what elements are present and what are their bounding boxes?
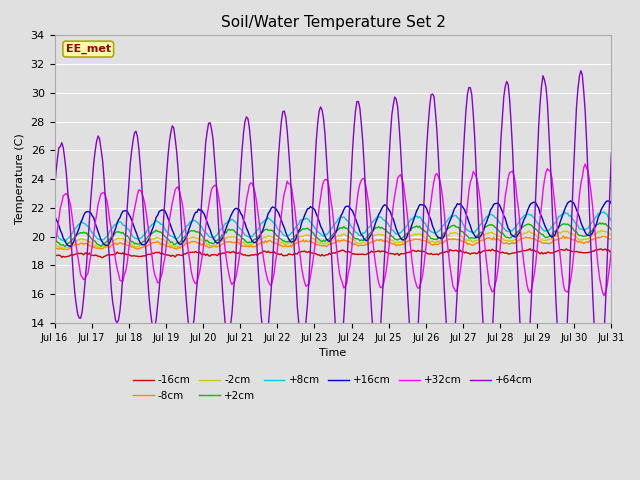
Text: EE_met: EE_met <box>66 44 111 54</box>
+16cm <box>88 213 96 219</box>
+64cm <box>607 150 615 156</box>
Line: -8cm: -8cm <box>54 236 611 250</box>
+32cm <box>581 161 589 167</box>
-2cm <box>51 240 58 246</box>
+64cm <box>70 275 77 280</box>
+32cm <box>447 274 455 279</box>
-2cm <box>607 233 615 239</box>
-2cm <box>597 228 605 233</box>
+16cm <box>51 212 58 217</box>
+64cm <box>447 360 455 365</box>
-8cm <box>559 233 567 239</box>
-2cm <box>88 241 96 247</box>
-8cm <box>64 247 72 252</box>
-2cm <box>339 232 346 238</box>
+16cm <box>67 244 74 250</box>
+64cm <box>87 195 95 201</box>
Legend: -16cm, -8cm, -2cm, +2cm, +8cm, +16cm, +32cm, +64cm: -16cm, -8cm, -2cm, +2cm, +8cm, +16cm, +3… <box>129 371 537 405</box>
+16cm <box>606 198 614 204</box>
-16cm <box>70 252 77 258</box>
+8cm <box>600 209 608 215</box>
Line: -16cm: -16cm <box>54 249 611 258</box>
+16cm <box>71 236 79 242</box>
-16cm <box>339 247 346 253</box>
Line: +2cm: +2cm <box>54 223 611 247</box>
-16cm <box>449 248 457 254</box>
Line: +32cm: +32cm <box>54 164 611 296</box>
-16cm <box>99 255 106 261</box>
+2cm <box>606 225 614 231</box>
-2cm <box>71 239 79 245</box>
+2cm <box>339 226 346 231</box>
+32cm <box>606 261 614 267</box>
-8cm <box>532 237 540 243</box>
+64cm <box>577 68 585 73</box>
+2cm <box>88 237 96 243</box>
+8cm <box>61 239 68 244</box>
+2cm <box>607 227 615 233</box>
Line: -2cm: -2cm <box>54 230 611 249</box>
+32cm <box>607 246 615 252</box>
-8cm <box>606 236 614 242</box>
+32cm <box>87 252 95 258</box>
Line: +8cm: +8cm <box>54 212 611 241</box>
+64cm <box>51 188 58 194</box>
+16cm <box>339 210 346 216</box>
+16cm <box>607 201 615 207</box>
-2cm <box>449 230 457 236</box>
+8cm <box>606 216 614 221</box>
-16cm <box>526 246 534 252</box>
-8cm <box>339 238 346 243</box>
+64cm <box>531 222 538 228</box>
Title: Soil/Water Temperature Set 2: Soil/Water Temperature Set 2 <box>221 15 445 30</box>
-8cm <box>88 244 96 250</box>
X-axis label: Time: Time <box>319 348 347 358</box>
+64cm <box>606 188 614 194</box>
Y-axis label: Temperature (C): Temperature (C) <box>15 134 25 225</box>
+16cm <box>449 210 457 216</box>
+2cm <box>449 223 457 228</box>
+32cm <box>600 293 608 299</box>
-16cm <box>533 248 541 254</box>
-2cm <box>606 231 614 237</box>
+2cm <box>596 220 604 226</box>
+64cm <box>596 380 604 386</box>
+8cm <box>532 218 540 224</box>
+8cm <box>607 218 615 224</box>
+32cm <box>51 247 58 252</box>
-8cm <box>71 242 79 248</box>
+64cm <box>337 344 345 350</box>
+32cm <box>337 276 345 282</box>
+8cm <box>449 214 457 219</box>
-16cm <box>607 249 615 254</box>
+2cm <box>61 244 68 250</box>
+8cm <box>339 215 346 220</box>
+32cm <box>531 271 538 277</box>
+16cm <box>532 200 540 206</box>
+8cm <box>51 230 58 236</box>
+2cm <box>532 226 540 232</box>
Line: +64cm: +64cm <box>54 71 611 383</box>
-16cm <box>606 249 614 255</box>
-8cm <box>449 236 457 242</box>
Line: +16cm: +16cm <box>54 201 611 247</box>
+2cm <box>51 237 58 242</box>
+32cm <box>70 223 77 229</box>
+8cm <box>88 230 96 236</box>
-16cm <box>51 252 58 257</box>
-8cm <box>607 237 615 242</box>
-2cm <box>61 246 68 252</box>
+16cm <box>567 198 575 204</box>
+8cm <box>71 226 79 232</box>
-2cm <box>532 232 540 238</box>
-8cm <box>51 244 58 250</box>
+2cm <box>71 233 79 239</box>
-16cm <box>87 252 95 258</box>
